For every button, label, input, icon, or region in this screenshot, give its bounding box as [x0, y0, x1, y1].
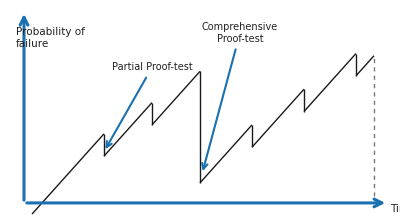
Text: Comprehensive
Proof-test: Comprehensive Proof-test — [202, 22, 278, 169]
Text: Time: Time — [390, 204, 400, 213]
Text: Probability of
failure: Probability of failure — [16, 27, 85, 49]
Text: Partial Proof-test: Partial Proof-test — [106, 62, 192, 147]
